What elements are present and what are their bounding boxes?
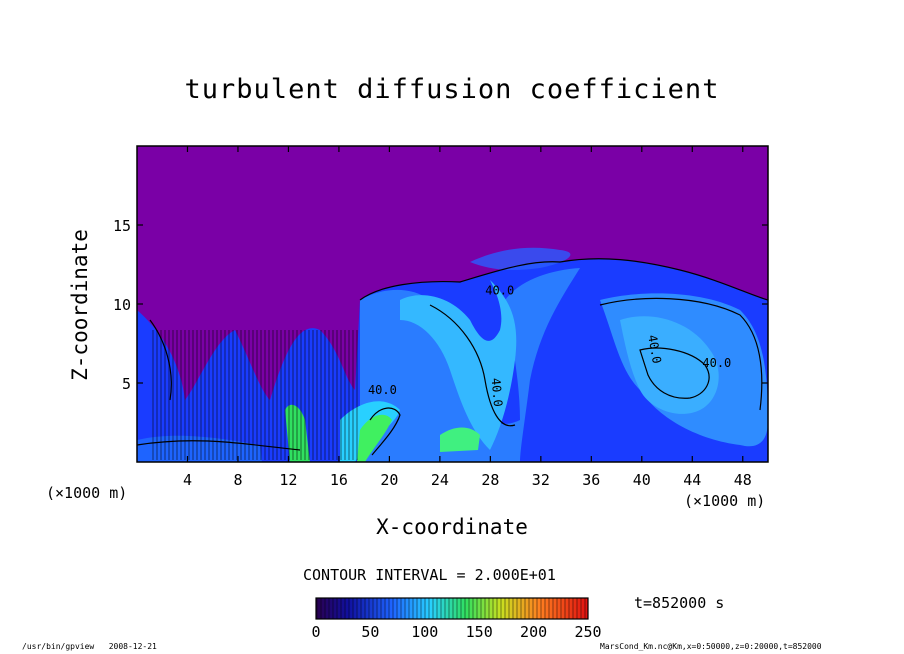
field-turbulence-texture (150, 330, 360, 460)
contour-labels: 40.0 40.0 40.0 40.0 40.0 (368, 284, 731, 408)
footer-date: 2008-12-21 (108, 642, 157, 651)
colorbar-tick-label: 100 (411, 623, 438, 641)
x-tick-label: 20 (380, 471, 398, 489)
x-tick-label: 48 (734, 471, 752, 489)
time-label: t=852000 s (634, 594, 725, 612)
x-tick-label: 32 (532, 471, 550, 489)
x-axis-label: X-coordinate (376, 515, 528, 539)
y-axis-label: Z-coordinate (68, 229, 92, 381)
y-tick-label: 15 (113, 217, 131, 235)
field-upper-lobe (470, 247, 571, 270)
colorbar-tick-label: 50 (361, 623, 379, 641)
field-green-2 (357, 414, 392, 462)
chart-title: turbulent diffusion coefficient (184, 74, 720, 105)
contour-label: 40.0 (645, 334, 664, 365)
x-tick-label: 40 (633, 471, 651, 489)
colorbar-stripes (316, 598, 588, 619)
x-tick-label: 36 (582, 471, 600, 489)
y-tick-label: 5 (122, 375, 131, 393)
x-tick-label: 28 (481, 471, 499, 489)
x-tick-label: 24 (431, 471, 449, 489)
footer-program-path: /usr/bin/gpview (22, 642, 95, 651)
footer-program: /usr/bin/gpview 2008-12-21 (22, 642, 157, 651)
y-axis-ticks: 5 10 15 (113, 217, 768, 393)
x-tick-label: 16 (330, 471, 348, 489)
x-tick-label: 12 (279, 471, 297, 489)
y-axis-unit: (×1000 m) (46, 484, 128, 502)
contour-lines (137, 258, 768, 456)
colorbar-tick-label: 0 (311, 623, 320, 641)
colorbar-tick-label: 200 (520, 623, 547, 641)
colorbar-frame (315, 597, 589, 620)
field-layer (137, 146, 768, 462)
x-axis-ticks: 4 8 12 16 20 24 28 32 36 40 44 48 (183, 146, 752, 489)
colorbar-tick-label: 250 (574, 623, 601, 641)
contour-label: 40.0 (489, 377, 505, 407)
y-tick-label: 10 (113, 296, 131, 314)
field-cyan-swirl (400, 280, 517, 450)
contour-interval: CONTOUR INTERVAL = 2.000E+01 (303, 566, 556, 584)
contour-label: 40.0 (485, 284, 514, 298)
contour-label: 40.0 (702, 356, 731, 370)
x-tick-label: 44 (683, 471, 701, 489)
contour-label: 40.0 (368, 383, 397, 397)
colorbar-tick-label: 150 (466, 623, 493, 641)
footer-file-info: MarsCond_Km.nc@Km,x=0:50000,z=0:20000,t=… (600, 642, 822, 651)
x-tick-label: 8 (233, 471, 242, 489)
x-axis-unit: (×1000 m) (684, 492, 766, 510)
colorbar-ticks: 0 50 100 150 200 250 (311, 623, 601, 641)
field-right-vortex-core (620, 316, 719, 414)
field-green-3 (440, 427, 480, 452)
x-tick-label: 4 (183, 471, 192, 489)
